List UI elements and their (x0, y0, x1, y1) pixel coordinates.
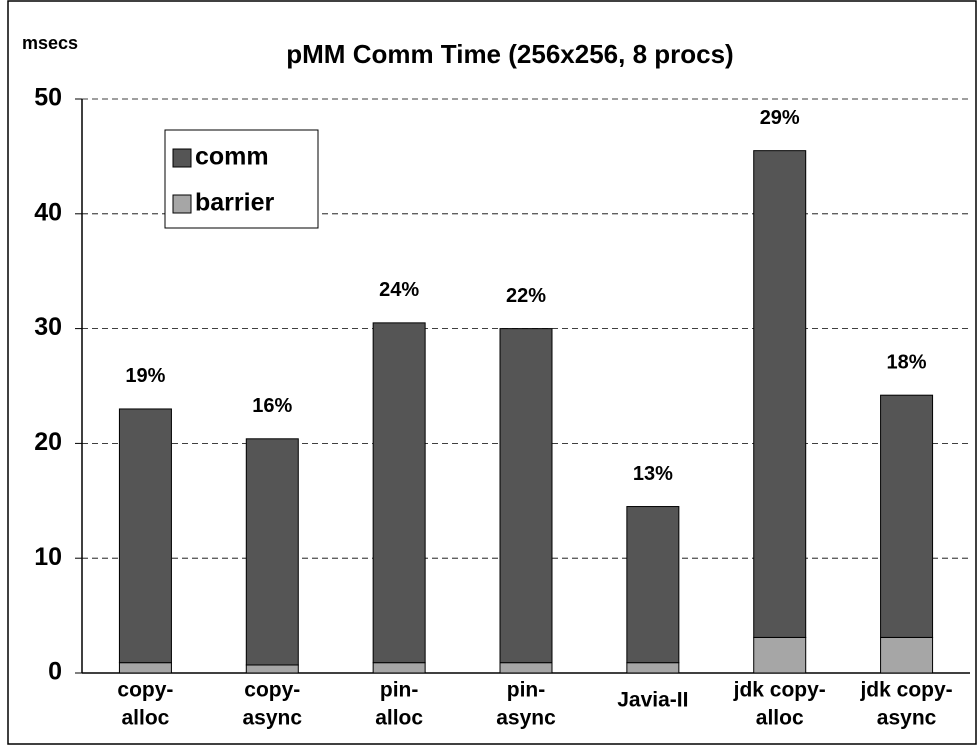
annotation: 22% (506, 285, 546, 307)
y-tick-label: 40 (34, 198, 62, 226)
bar-segment (880, 636, 934, 674)
x-tick-label: alloc (121, 707, 169, 730)
x-tick-label: alloc (756, 707, 804, 730)
x-tick-label: jdk copy- (733, 679, 826, 702)
y-tick-label: 50 (34, 84, 62, 112)
x-tick-label: alloc (375, 707, 423, 730)
annotation: 18% (887, 351, 927, 373)
legend-swatch (172, 194, 192, 214)
x-tick-label: Javia-II (617, 689, 688, 712)
annotation: 13% (633, 463, 673, 485)
x-tick-label: async (243, 707, 303, 730)
legend-label: barrier (195, 189, 274, 217)
x-tick-label: pin- (380, 679, 418, 702)
x-tick-label: copy- (117, 679, 173, 702)
x-tick-label: pin- (507, 679, 545, 702)
chart-title: pMM Comm Time (256x256, 8 procs) (286, 39, 733, 69)
bar-segment (245, 664, 299, 674)
legend-swatch (172, 148, 192, 168)
y-tick-label: 30 (34, 313, 62, 341)
annotation: 16% (252, 395, 292, 417)
bar-segment (118, 662, 172, 674)
bar-segment (626, 506, 680, 664)
annotation: 29% (760, 107, 800, 129)
bar-segment (118, 408, 172, 664)
y-tick-label: 10 (34, 543, 62, 571)
x-tick-label: async (496, 707, 556, 730)
frame (7, 0, 977, 745)
y-axis-label: msecs (22, 33, 78, 53)
bar-segment (753, 150, 807, 638)
legend-label: comm (195, 143, 269, 171)
bar-segment (880, 394, 934, 638)
x-tick-label: jdk copy- (859, 679, 952, 702)
y-tick-label: 0 (48, 658, 62, 686)
x-tick-label: async (877, 707, 937, 730)
bar-segment (626, 662, 680, 674)
y-tick-label: 20 (34, 428, 62, 456)
bar-segment (245, 438, 299, 666)
bar-segment (499, 662, 553, 674)
x-tick-label: copy- (244, 679, 300, 702)
annotation: 24% (379, 279, 419, 301)
bar-segment (753, 636, 807, 674)
annotation: 19% (125, 365, 165, 387)
bar-segment (499, 328, 553, 664)
bar-segment (372, 322, 426, 664)
bar-segment (372, 662, 426, 674)
